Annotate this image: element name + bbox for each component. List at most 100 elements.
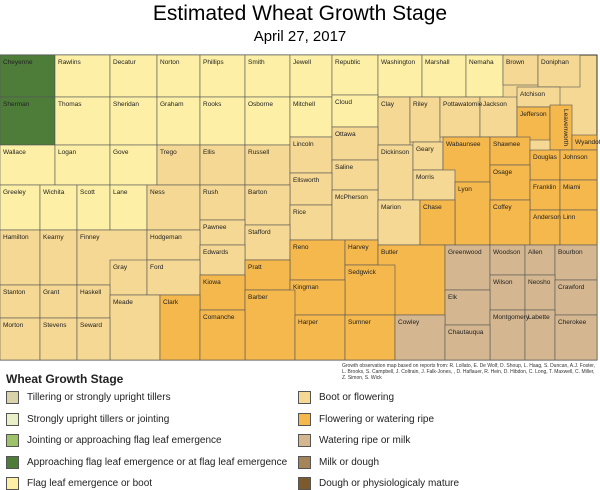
county bbox=[331, 126, 379, 161]
county-label: Pawnee bbox=[203, 224, 227, 231]
county-label: Stevens bbox=[43, 322, 67, 329]
county bbox=[244, 224, 291, 261]
county-label: Morris bbox=[416, 174, 435, 181]
county bbox=[156, 96, 201, 146]
county-label: Anderson bbox=[533, 214, 561, 221]
county-label: Lincoln bbox=[293, 141, 314, 148]
legend-item: Strongly upright tillers or jointing bbox=[6, 412, 169, 426]
county-label: Chase bbox=[423, 204, 442, 211]
title: Estimated Wheat Growth Stage bbox=[152, 2, 448, 25]
county bbox=[529, 179, 561, 211]
county bbox=[331, 159, 379, 191]
county-label: Decatur bbox=[113, 59, 137, 66]
county-label: Washington bbox=[381, 59, 415, 66]
county-label: Comanche bbox=[203, 314, 235, 321]
county bbox=[554, 314, 598, 361]
county bbox=[109, 96, 158, 146]
county-label: Saline bbox=[335, 164, 353, 171]
county-label: Marshall bbox=[425, 59, 450, 66]
county bbox=[109, 54, 158, 98]
county-label: Rooks bbox=[203, 101, 222, 108]
county bbox=[439, 96, 481, 138]
county-label: Sheridan bbox=[113, 101, 139, 108]
county bbox=[244, 144, 291, 186]
legend-label: Boot or flowering bbox=[319, 392, 395, 403]
county bbox=[199, 144, 246, 186]
county-label: Russell bbox=[248, 149, 270, 156]
county bbox=[0, 317, 41, 361]
county-label: Johnson bbox=[563, 154, 588, 161]
county-label: Allen bbox=[528, 249, 543, 256]
county-label: Graham bbox=[160, 101, 183, 108]
county-label: Gove bbox=[113, 149, 129, 156]
county bbox=[0, 184, 41, 231]
legend-swatch bbox=[6, 391, 19, 404]
county bbox=[524, 274, 556, 311]
county bbox=[76, 317, 111, 361]
county bbox=[289, 172, 333, 206]
county bbox=[244, 289, 296, 361]
county-label: Elk bbox=[448, 294, 458, 301]
county-label: Butler bbox=[381, 249, 399, 256]
county-label: Marion bbox=[381, 204, 401, 211]
legend-swatch bbox=[6, 412, 19, 426]
county bbox=[559, 179, 598, 211]
county-label: Rice bbox=[293, 209, 306, 216]
legend-swatch bbox=[298, 477, 311, 490]
county-label: McPherson bbox=[335, 194, 368, 201]
county bbox=[412, 169, 456, 201]
legend-item: Jointing or approaching flag leaf emerge… bbox=[6, 434, 222, 447]
county bbox=[54, 54, 111, 98]
county-label: Kingman bbox=[293, 284, 319, 291]
county bbox=[409, 96, 441, 143]
county-label: Jewell bbox=[293, 59, 312, 66]
legend-label: Watering ripe or milk bbox=[319, 435, 411, 446]
county-label: Nemaha bbox=[469, 59, 494, 66]
legend-item: Flowering or watering ripe bbox=[298, 412, 434, 426]
legend-swatch bbox=[6, 434, 19, 447]
county bbox=[244, 184, 291, 226]
county bbox=[516, 106, 551, 141]
county bbox=[146, 184, 201, 231]
county-label: Clark bbox=[163, 299, 179, 306]
county-label: Meade bbox=[113, 299, 133, 306]
county bbox=[289, 96, 333, 138]
county bbox=[444, 244, 491, 291]
county-label: Barber bbox=[248, 294, 268, 301]
county bbox=[199, 244, 246, 276]
legend-item: Tillering or strongly upright tillers bbox=[6, 391, 171, 404]
county-label: Osage bbox=[493, 169, 513, 176]
county-label: Osborne bbox=[248, 101, 273, 108]
county bbox=[199, 96, 246, 146]
county-label: Lyon bbox=[458, 186, 472, 193]
county-label: Ellsworth bbox=[293, 177, 320, 184]
county-label: Pratt bbox=[248, 264, 262, 271]
county bbox=[444, 324, 491, 361]
county bbox=[156, 54, 201, 98]
legend-swatch bbox=[298, 455, 311, 469]
county-label: Scott bbox=[80, 189, 95, 196]
county bbox=[54, 144, 111, 186]
county-label: Linn bbox=[563, 214, 576, 221]
county-label: Grant bbox=[43, 289, 59, 296]
county-label: Cowley bbox=[398, 319, 420, 326]
county bbox=[344, 264, 396, 316]
county-label: Stanton bbox=[3, 289, 26, 296]
county bbox=[199, 219, 246, 246]
legend-swatch bbox=[6, 455, 19, 469]
county-label: Neosho bbox=[528, 279, 551, 286]
county bbox=[377, 96, 411, 146]
legend-label: Approaching flag leaf emergence or at fl… bbox=[27, 456, 288, 468]
county-label: Dickinson bbox=[381, 149, 410, 156]
county bbox=[39, 184, 78, 231]
legend-swatch bbox=[298, 412, 311, 426]
county bbox=[489, 244, 526, 276]
county-label: Greeley bbox=[3, 189, 27, 196]
county bbox=[159, 294, 201, 361]
county-label: Crawford bbox=[558, 284, 585, 291]
county bbox=[554, 279, 598, 316]
county bbox=[554, 244, 598, 281]
county bbox=[76, 284, 111, 319]
county-label: Phillips bbox=[203, 59, 224, 66]
